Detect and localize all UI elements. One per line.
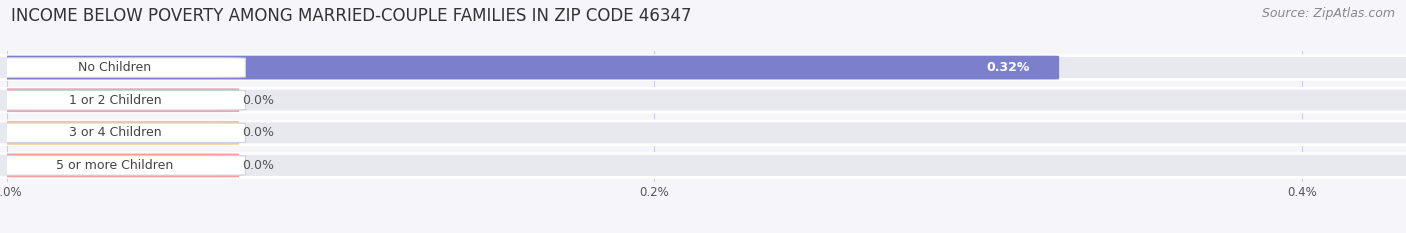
FancyBboxPatch shape (0, 88, 1406, 112)
FancyBboxPatch shape (0, 123, 246, 143)
FancyBboxPatch shape (0, 121, 239, 145)
Text: 5 or more Children: 5 or more Children (56, 159, 173, 172)
FancyBboxPatch shape (0, 58, 246, 77)
FancyBboxPatch shape (0, 154, 1406, 177)
FancyBboxPatch shape (0, 156, 246, 175)
FancyBboxPatch shape (0, 56, 1406, 79)
Text: 0.32%: 0.32% (987, 61, 1031, 74)
FancyBboxPatch shape (0, 121, 1406, 145)
Text: Source: ZipAtlas.com: Source: ZipAtlas.com (1261, 7, 1395, 20)
FancyBboxPatch shape (0, 56, 1059, 79)
Text: INCOME BELOW POVERTY AMONG MARRIED-COUPLE FAMILIES IN ZIP CODE 46347: INCOME BELOW POVERTY AMONG MARRIED-COUPL… (11, 7, 692, 25)
Text: 1 or 2 Children: 1 or 2 Children (69, 94, 162, 107)
Text: 0.0%: 0.0% (242, 159, 274, 172)
Text: 0.0%: 0.0% (242, 126, 274, 139)
FancyBboxPatch shape (0, 90, 246, 110)
Text: 0.0%: 0.0% (242, 94, 274, 107)
FancyBboxPatch shape (0, 154, 239, 177)
FancyBboxPatch shape (0, 88, 239, 112)
Text: 3 or 4 Children: 3 or 4 Children (69, 126, 162, 139)
Text: No Children: No Children (79, 61, 152, 74)
